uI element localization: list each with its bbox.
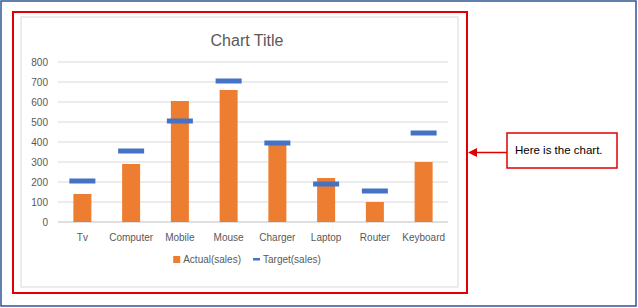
bar (220, 90, 238, 222)
grid-line (58, 222, 448, 223)
target-marker (313, 182, 339, 187)
y-tick-label: 500 (31, 117, 48, 128)
target-marker (216, 79, 242, 84)
marks (69, 79, 436, 223)
grid-line (58, 162, 448, 163)
x-tick-label: Router (360, 232, 391, 243)
y-tick-label: 300 (31, 157, 48, 168)
root: Chart Title 0 100 200 300 400 500 600 700 800 Tv Co… (0, 0, 638, 308)
target-marker (362, 189, 388, 194)
grid-line (58, 142, 448, 143)
annotation-text: Here is the chart. (515, 144, 603, 156)
bar (268, 144, 286, 222)
annotation-box (507, 133, 617, 168)
annotation-arrow (476, 152, 507, 154)
legend: Actual(sales) Target(sales) (173, 254, 321, 265)
bar (122, 164, 140, 222)
legend-symbol (253, 258, 260, 261)
target-marker (118, 149, 144, 154)
x-tick-label: Charger (259, 232, 296, 243)
legend-label: Target(sales) (263, 254, 321, 265)
target-marker (167, 119, 193, 124)
highlight-frame (13, 12, 467, 293)
x-tick-label: Mobile (165, 232, 195, 243)
grid-line (58, 202, 448, 203)
y-tick-label: 400 (31, 137, 48, 148)
y-tick-label: 600 (31, 97, 48, 108)
x-tick-label: Tv (77, 232, 88, 243)
grid-line (58, 182, 448, 183)
bar (73, 194, 91, 222)
grid-line (58, 122, 448, 123)
chart-title: Chart Title (211, 32, 284, 49)
grid-line (58, 62, 448, 63)
x-tick-label: Mouse (214, 232, 244, 243)
chart-area (21, 17, 458, 287)
target-marker (69, 179, 95, 184)
outer-frame (1, 1, 636, 306)
target-marker (264, 141, 290, 146)
canvas: Chart Title 0 100 200 300 400 500 600 700 800 Tv Co… (0, 0, 638, 308)
x-tick-label: Keyboard (402, 232, 445, 243)
legend-symbol (173, 256, 180, 263)
legend-label: Actual(sales) (183, 254, 241, 265)
bar (366, 202, 384, 222)
y-tick-label: 0 (42, 217, 48, 228)
y-tick-label: 800 (31, 57, 48, 68)
y-tick-label: 200 (31, 177, 48, 188)
x-tick-label: Computer (109, 232, 154, 243)
x-tick-label: Laptop (311, 232, 342, 243)
grid-line (58, 102, 448, 103)
y-tick-label: 100 (31, 197, 48, 208)
grid-line (58, 82, 448, 83)
bar (415, 162, 433, 222)
target-marker (411, 131, 437, 136)
y-tick-label: 700 (31, 77, 48, 88)
annotation-arrowhead (468, 148, 477, 157)
